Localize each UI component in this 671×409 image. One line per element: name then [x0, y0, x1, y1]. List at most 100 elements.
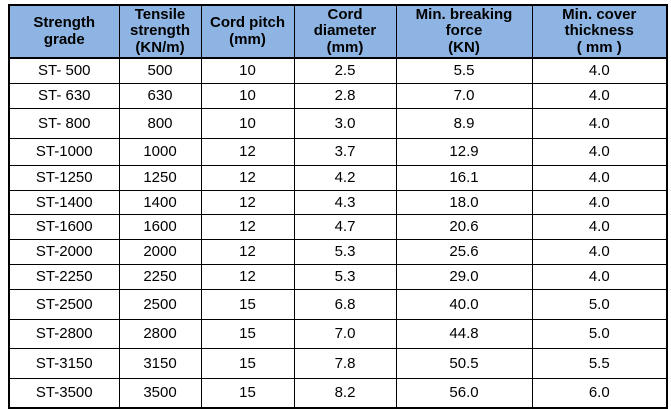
table-cell: 10	[200, 82, 295, 109]
table-cell: 2500	[118, 288, 202, 320]
table-cell: 12	[200, 189, 295, 215]
column-header-min-breaking-force: Min. breaking force (KN)	[395, 4, 533, 59]
table-cell: 1400	[118, 189, 202, 215]
table-cell: 3.7	[293, 137, 397, 166]
table-cell: 2800	[118, 318, 202, 349]
table-row: ST-1000 1000 12 3.7 12.9 4.0	[8, 137, 668, 166]
table-cell: 8.2	[293, 377, 397, 409]
table-cell: 12	[200, 213, 295, 240]
table-cell: 3150	[118, 347, 202, 379]
table-cell: 15	[200, 377, 295, 409]
table-cell: 3500	[118, 377, 202, 409]
table-cell: ST-1250	[8, 164, 120, 191]
table-cell: 500	[118, 57, 202, 84]
table-cell: ST-1400	[8, 189, 120, 215]
table-row: ST-1600 1600 12 4.7 20.6 4.0	[8, 213, 668, 240]
table-cell: 4.0	[531, 238, 668, 265]
table-cell: 5.5	[395, 57, 533, 84]
column-header-cord-diameter: Cord diameter (mm)	[293, 4, 397, 59]
table-cell: 56.0	[395, 377, 533, 409]
table-cell: 50.5	[395, 347, 533, 379]
table-cell: ST-2250	[8, 263, 120, 290]
table-cell: 2000	[118, 238, 202, 265]
table-cell: 630	[118, 82, 202, 109]
table-row: ST-2000 2000 12 5.3 25.6 4.0	[8, 238, 668, 265]
table-cell: 4.0	[531, 263, 668, 290]
table-cell: 20.6	[395, 213, 533, 240]
table-cell: ST- 630	[8, 82, 120, 109]
table-cell: 800	[118, 107, 202, 139]
table-cell: 16.1	[395, 164, 533, 191]
column-header-tensile-strength: Tensile strength (KN/m)	[118, 4, 202, 59]
table-cell: 18.0	[395, 189, 533, 215]
table-cell: 10	[200, 107, 295, 139]
table-cell: 2250	[118, 263, 202, 290]
column-header-cord-pitch: Cord pitch (mm)	[200, 4, 295, 59]
table-cell: 4.0	[531, 137, 668, 166]
table-cell: 4.0	[531, 189, 668, 215]
table-cell: 40.0	[395, 288, 533, 320]
table-cell: 12	[200, 238, 295, 265]
table-row: ST-3150 3150 15 7.8 50.5 5.5	[8, 347, 668, 379]
table-cell: 29.0	[395, 263, 533, 290]
table-cell: 5.0	[531, 288, 668, 320]
table-cell: ST- 800	[8, 107, 120, 139]
table-cell: 5.3	[293, 263, 397, 290]
column-header-strength-grade: Strength grade	[8, 4, 120, 59]
table-cell: 25.6	[395, 238, 533, 265]
table-cell: 4.0	[531, 82, 668, 109]
table-row: ST- 800 800 10 3.0 8.9 4.0	[8, 107, 668, 139]
table-row: ST-3500 3500 15 8.2 56.0 6.0	[8, 377, 668, 409]
table-row: ST-2800 2800 15 7.0 44.8 5.0	[8, 318, 668, 349]
table-cell: 4.3	[293, 189, 397, 215]
table-cell: 6.0	[531, 377, 668, 409]
column-header-min-cover-thickness: Min. cover thickness ( mm )	[531, 4, 668, 59]
belt-strength-spec-table: Strength grade Tensile strength (KN/m) C…	[8, 4, 668, 409]
table-cell: 5.5	[531, 347, 668, 379]
table-cell: 12	[200, 263, 295, 290]
table-cell: 8.9	[395, 107, 533, 139]
table-row: ST- 630 630 10 2.8 7.0 4.0	[8, 82, 668, 109]
table-row: ST-2500 2500 15 6.8 40.0 5.0	[8, 288, 668, 320]
table-cell: 12	[200, 164, 295, 191]
table-cell: 10	[200, 57, 295, 84]
table-cell: ST-3150	[8, 347, 120, 379]
table-cell: ST- 500	[8, 57, 120, 84]
table-cell: 4.0	[531, 213, 668, 240]
table-row: ST-1400 1400 12 4.3 18.0 4.0	[8, 189, 668, 215]
table-cell: 5.0	[531, 318, 668, 349]
table-cell: 15	[200, 347, 295, 379]
table-cell: 1250	[118, 164, 202, 191]
table-cell: 1000	[118, 137, 202, 166]
table-cell: 2.8	[293, 82, 397, 109]
table-cell: 4.2	[293, 164, 397, 191]
table-cell: 7.0	[293, 318, 397, 349]
table-cell: 12	[200, 137, 295, 166]
table-cell: 7.8	[293, 347, 397, 379]
table-row: ST-1250 1250 12 4.2 16.1 4.0	[8, 164, 668, 191]
table-cell: 15	[200, 288, 295, 320]
table-body: ST- 500 500 10 2.5 5.5 4.0 ST- 630 630 10 2.8 7.0 4…	[8, 57, 668, 409]
table-header: Strength grade Tensile strength (KN/m) C…	[8, 4, 668, 59]
table-cell: 7.0	[395, 82, 533, 109]
table-cell: 15	[200, 318, 295, 349]
table-cell: 4.7	[293, 213, 397, 240]
table-cell: 6.8	[293, 288, 397, 320]
table-cell: ST-3500	[8, 377, 120, 409]
table-row: ST- 500 500 10 2.5 5.5 4.0	[8, 57, 668, 84]
table-cell: 5.3	[293, 238, 397, 265]
table-cell: ST-2000	[8, 238, 120, 265]
table-cell: ST-2800	[8, 318, 120, 349]
table-cell: 2.5	[293, 57, 397, 84]
table-cell: ST-1600	[8, 213, 120, 240]
header-row: Strength grade Tensile strength (KN/m) C…	[8, 4, 668, 59]
table-cell: 4.0	[531, 164, 668, 191]
table-cell: 44.8	[395, 318, 533, 349]
table-cell: 4.0	[531, 107, 668, 139]
table-cell: ST-1000	[8, 137, 120, 166]
table-cell: ST-2500	[8, 288, 120, 320]
table-cell: 4.0	[531, 57, 668, 84]
table-cell: 3.0	[293, 107, 397, 139]
table-row: ST-2250 2250 12 5.3 29.0 4.0	[8, 263, 668, 290]
